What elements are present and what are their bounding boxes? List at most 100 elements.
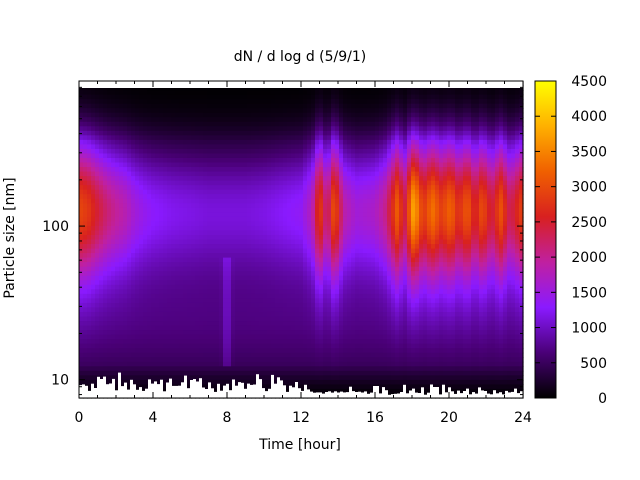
heatmap-cell xyxy=(215,203,220,209)
heatmap-cell xyxy=(139,330,144,336)
heatmap-cell xyxy=(79,135,84,141)
heatmap-cell xyxy=(131,94,136,100)
heatmap-cell xyxy=(299,99,304,105)
heatmap-cell xyxy=(199,221,204,227)
heatmap-cell xyxy=(243,189,248,195)
heatmap-cell xyxy=(207,94,212,100)
heatmap-cell xyxy=(211,144,216,150)
heatmap-cell xyxy=(271,234,276,241)
heatmap-cell xyxy=(351,216,356,222)
heatmap-cell xyxy=(327,348,332,354)
heatmap-cell xyxy=(155,85,160,91)
heatmap-cell xyxy=(143,262,148,268)
heatmap-cell xyxy=(235,130,240,136)
heatmap-cell xyxy=(315,307,320,313)
heatmap-cell xyxy=(155,352,160,358)
heatmap-cell xyxy=(159,352,164,358)
heatmap-cell xyxy=(259,352,264,358)
heatmap-cell xyxy=(123,103,128,109)
heatmap-cell xyxy=(123,257,128,263)
heatmap-cell xyxy=(191,144,196,150)
heatmap-cell xyxy=(231,311,236,318)
heatmap-cell xyxy=(335,180,340,186)
heatmap-cell xyxy=(155,212,160,218)
heatmap-cell xyxy=(131,112,136,118)
heatmap-cell xyxy=(139,117,144,123)
heatmap-cell xyxy=(307,94,312,100)
heatmap-cell xyxy=(259,171,264,177)
heatmap-cell xyxy=(107,90,112,96)
heatmap-cell xyxy=(343,334,348,340)
heatmap-cell xyxy=(223,130,228,136)
heatmap-cell xyxy=(335,167,340,173)
heatmap-cell xyxy=(143,307,148,313)
heatmap-cell xyxy=(107,357,112,363)
heatmap-cell xyxy=(139,148,144,155)
heatmap-cell xyxy=(259,126,264,132)
heatmap-cell xyxy=(295,271,300,277)
heatmap-cell xyxy=(135,239,140,245)
heatmap-cell xyxy=(227,144,232,150)
heatmap-cell xyxy=(143,139,148,145)
heatmap-cell xyxy=(355,352,360,358)
heatmap-cell xyxy=(95,121,100,127)
heatmap-cell xyxy=(91,139,96,145)
heatmap-cell xyxy=(347,157,352,164)
heatmap-cell xyxy=(303,117,308,123)
heatmap-cell xyxy=(291,225,296,232)
heatmap-cell xyxy=(203,244,208,250)
heatmap-cell xyxy=(275,361,280,367)
heatmap-cell xyxy=(315,275,320,281)
heatmap-cell xyxy=(299,203,304,209)
heatmap-cell xyxy=(151,244,156,250)
heatmap-cell xyxy=(99,366,104,372)
heatmap-cell xyxy=(147,212,152,218)
heatmap-cell xyxy=(139,311,144,318)
heatmap-cell xyxy=(251,366,256,372)
heatmap-cell xyxy=(315,148,320,155)
heatmap-cell xyxy=(291,316,296,322)
heatmap-cell xyxy=(195,253,200,259)
heatmap-cell xyxy=(359,257,364,263)
heatmap-cell xyxy=(363,162,368,168)
heatmap-cell xyxy=(183,298,188,304)
heatmap-cell xyxy=(291,207,296,213)
heatmap-cell xyxy=(91,121,96,127)
heatmap-cell xyxy=(331,316,336,322)
heatmap-cell xyxy=(119,357,124,363)
heatmap-cell xyxy=(207,361,212,367)
heatmap-cell xyxy=(323,103,328,109)
heatmap-cell xyxy=(283,153,288,159)
heatmap-cell xyxy=(251,216,256,222)
heatmap-cell xyxy=(151,343,156,349)
heatmap-cell xyxy=(291,379,296,386)
heatmap-cell xyxy=(195,225,200,232)
heatmap-cell xyxy=(351,185,356,191)
heatmap-cell xyxy=(163,171,168,177)
heatmap-cell xyxy=(115,162,120,168)
heatmap-cell xyxy=(263,280,268,286)
heatmap-cell xyxy=(127,171,132,177)
heatmap-cell xyxy=(239,307,244,313)
heatmap-cell xyxy=(131,167,136,173)
heatmap-cell xyxy=(115,343,120,349)
heatmap-cell xyxy=(91,253,96,259)
heatmap-cell xyxy=(359,244,364,250)
heatmap-cell xyxy=(231,94,236,100)
heatmap-cell xyxy=(143,180,148,186)
heatmap-cell xyxy=(131,130,136,136)
heatmap-cell xyxy=(311,126,316,132)
heatmap-cell xyxy=(315,176,320,182)
heatmap-cell xyxy=(107,99,112,105)
heatmap-cell xyxy=(135,171,140,177)
heatmap-cell xyxy=(219,112,224,118)
heatmap-cell xyxy=(87,330,92,336)
heatmap-cell xyxy=(359,348,364,354)
heatmap-cell xyxy=(99,321,104,327)
heatmap-cell xyxy=(335,321,340,327)
heatmap-cell xyxy=(179,185,184,191)
heatmap-cell xyxy=(147,85,152,91)
heatmap-cell xyxy=(355,248,360,254)
heatmap-cell xyxy=(199,212,204,218)
heatmap-cell xyxy=(239,316,244,322)
